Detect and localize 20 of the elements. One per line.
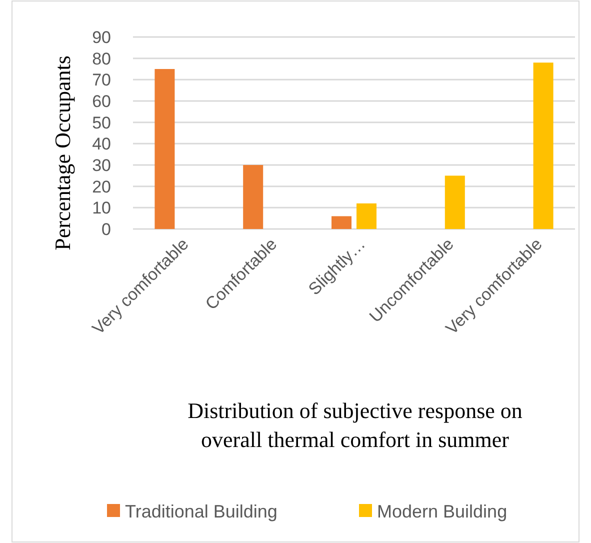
y-tick-label: 10 [92, 198, 111, 218]
bar [154, 69, 175, 229]
bar [243, 165, 264, 229]
y-tick-label: 70 [92, 70, 111, 90]
legend-label: Traditional Building [125, 501, 278, 522]
y-axis-title: Percentage Occupants [50, 56, 75, 250]
bar [332, 216, 352, 229]
y-tick-label: 50 [92, 113, 111, 132]
y-tick-label: 90 [92, 28, 111, 47]
legend-label: Modern Building [377, 501, 508, 522]
y-tick-label: 60 [92, 92, 111, 111]
y-tick-label: 20 [92, 177, 111, 196]
y-tick-label: 30 [92, 156, 111, 175]
bar [444, 176, 465, 229]
bar [356, 203, 376, 229]
x-axis-title: Distribution of subjective response on overall thermal comfort in summer [188, 398, 522, 452]
y-tick-label: 0 [102, 220, 111, 239]
y-tick-label: 80 [92, 49, 111, 68]
y-tick-label: 40 [92, 134, 111, 154]
bar [533, 62, 554, 229]
